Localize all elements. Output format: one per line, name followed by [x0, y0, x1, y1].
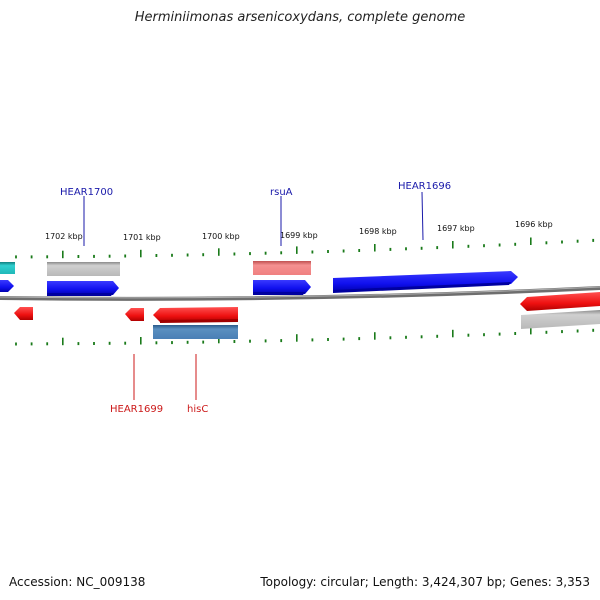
gene-label-hear1699[interactable]: HEAR1699: [110, 404, 163, 415]
feature-pseudogene[interactable]: [47, 262, 120, 276]
kbp-scale: 1702 kbp 1701 kbp 1700 kbp 1699 kbp 1698…: [45, 220, 553, 242]
genome-backbone-highlight: [0, 286, 600, 299]
genome-backbone: [0, 286, 600, 301]
kbp-label: 1701 kbp: [123, 233, 161, 242]
kbp-label: 1696 kbp: [515, 220, 553, 229]
gene-arrow-hear1700[interactable]: [47, 281, 119, 296]
map-title: Herminiimonas arsenicoxydans, complete g…: [134, 10, 466, 25]
gene-label-rsua[interactable]: rsuA: [270, 187, 293, 198]
gene-arrow-reverse[interactable]: [14, 307, 33, 320]
leader-line: [421, 191, 424, 241]
kbp-label: 1700 kbp: [202, 232, 240, 241]
gene-arrow-hear1699[interactable]: [125, 308, 144, 321]
accession-label: Accession: NC_009138: [9, 575, 146, 589]
kbp-label: 1702 kbp: [45, 232, 83, 241]
feature-pseudogene-right[interactable]: [521, 310, 600, 329]
kbp-label: 1699 kbp: [280, 231, 318, 240]
outer-tick-row: [15, 237, 595, 259]
feature-rna-forward[interactable]: [253, 261, 311, 275]
gene-arrow-hisc[interactable]: [153, 307, 238, 323]
inner-tick-row: [15, 326, 595, 346]
gene-arrow-hear1696[interactable]: [333, 271, 518, 293]
genome-stats: Topology: circular; Length: 3,424,307 bp…: [260, 575, 590, 589]
gene-label-hear1700[interactable]: HEAR1700: [60, 187, 113, 198]
gene-arrow-forward[interactable]: [0, 280, 14, 292]
gene-label-hear1696[interactable]: HEAR1696: [398, 181, 451, 192]
kbp-label: 1698 kbp: [359, 227, 397, 236]
gene-arrow-rsua[interactable]: [253, 280, 311, 295]
feature-rna-reverse[interactable]: [153, 325, 238, 339]
gene-label-hisc[interactable]: hisC: [187, 404, 208, 415]
feature-cyan[interactable]: [0, 262, 15, 274]
kbp-label: 1697 kbp: [437, 224, 475, 233]
gene-arrow-reverse-right[interactable]: [520, 292, 600, 311]
